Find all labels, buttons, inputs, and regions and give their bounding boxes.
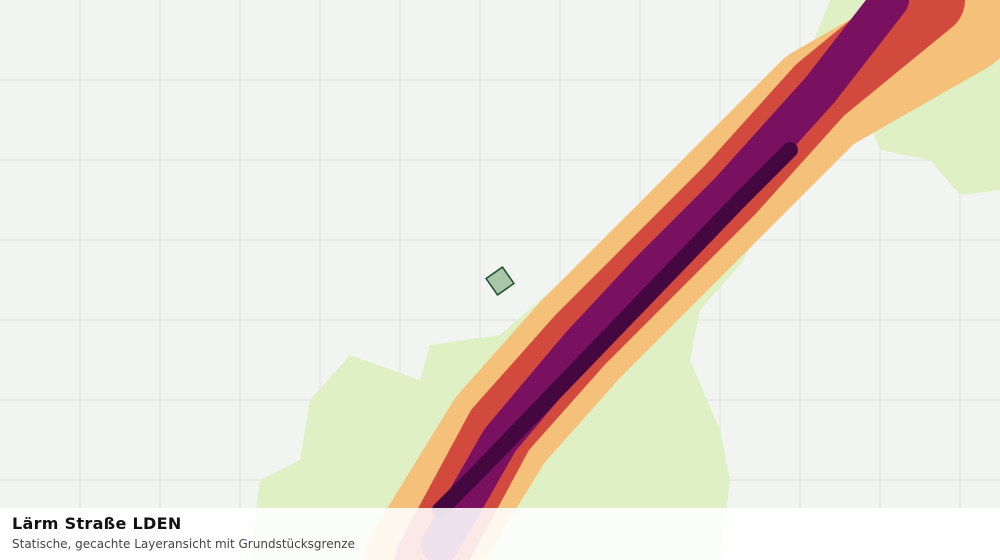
layer-subtitle: Statische, gecachte Layeransicht mit Gru… [12,537,355,551]
layer-title: Lärm Straße LDEN [12,514,182,533]
noise-bands [365,0,1000,560]
parcel-boundary [485,266,515,296]
info-panel: Lärm Straße LDEN Statische, gecachte Lay… [0,508,1000,560]
